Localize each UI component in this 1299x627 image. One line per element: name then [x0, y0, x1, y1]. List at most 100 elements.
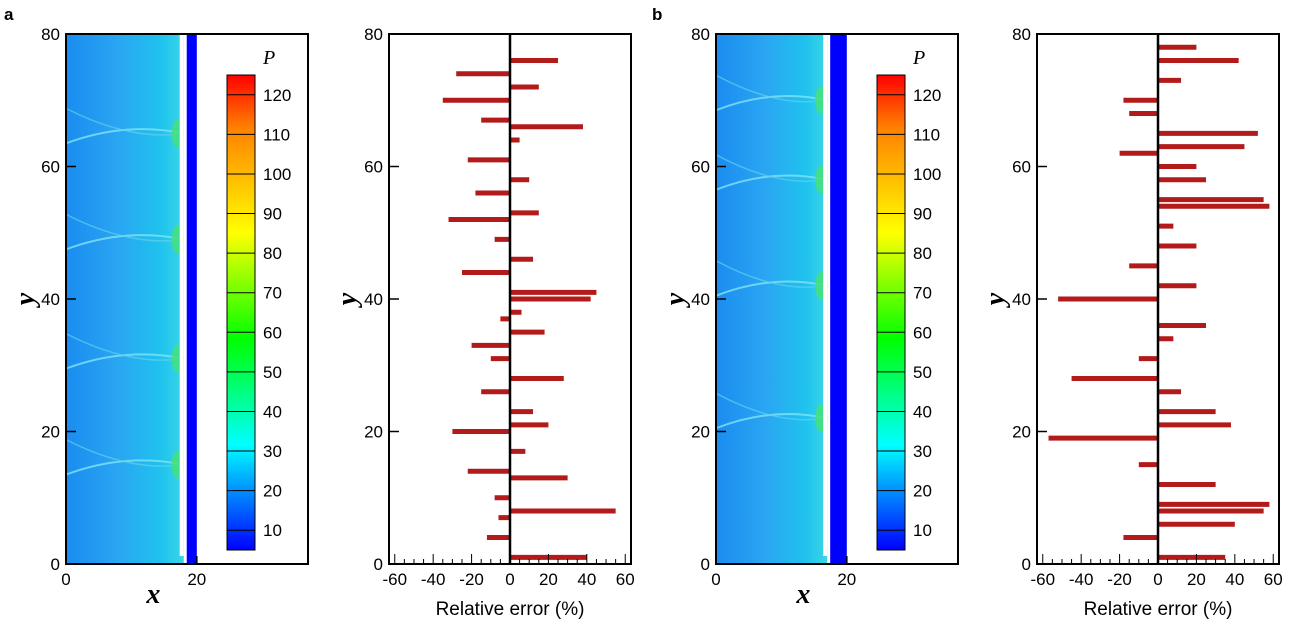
- x-tick-label: 60: [1264, 570, 1283, 589]
- colorbar-tick-label: 10: [913, 521, 932, 540]
- colorbar-tick-label: 100: [913, 165, 941, 184]
- colorbar-tick-label: 100: [263, 165, 291, 184]
- colorbar-title: P: [262, 47, 275, 69]
- error-bar: [510, 177, 530, 183]
- y-tick-label: 40: [1012, 290, 1031, 309]
- colorbar-tick-label: 30: [913, 442, 932, 461]
- error-bar: [510, 210, 539, 216]
- error-bar: [461, 270, 510, 275]
- x-tick-label: 20: [837, 570, 856, 589]
- error-bar: [510, 448, 526, 454]
- error-bar: [1158, 77, 1182, 83]
- colorbar-tick-label: 80: [263, 244, 282, 263]
- error-bar: [498, 515, 510, 521]
- error-bar: [510, 289, 597, 295]
- x-tick-label: 0: [1153, 570, 1162, 589]
- error-bar: [467, 157, 510, 163]
- colorbar-tick-label: 120: [263, 86, 291, 105]
- error-bar: [1158, 223, 1174, 229]
- error-bar: [510, 58, 559, 63]
- y-tick-label: 60: [364, 158, 383, 177]
- colorbar-tick-label: 90: [263, 205, 282, 224]
- panel-a: a P1201101009080706050403020100204060800…: [4, 5, 635, 620]
- shock-front: [179, 32, 184, 556]
- panel-label-b: b: [652, 5, 662, 24]
- error-bar: [1158, 409, 1216, 415]
- y-tick-label: 80: [41, 25, 60, 44]
- x-tick-label: 60: [616, 570, 635, 589]
- y-tick-label: 60: [691, 158, 710, 177]
- x-tick-label: -20: [459, 570, 484, 589]
- colorbar-tick-label: 40: [913, 402, 932, 421]
- error-bar: [1119, 150, 1158, 156]
- error-bar: [1158, 422, 1231, 428]
- y-tick-label: 40: [691, 290, 710, 309]
- error-bar: [442, 97, 510, 103]
- y-tick-label: 80: [691, 25, 710, 44]
- error-profile-plot-b: 0 20 40 60 80 -60 -40 -20 0 20 40 60 Relative error …: [980, 25, 1283, 620]
- error-bar: [1158, 521, 1235, 527]
- error-bar: [510, 475, 568, 481]
- error-bar: [448, 217, 510, 222]
- y-tick-label: 20: [364, 423, 383, 442]
- error-bar: [1158, 389, 1182, 395]
- pressure-field-region: [66, 34, 184, 564]
- error-bar: [1158, 243, 1197, 249]
- error-bar: [494, 236, 510, 242]
- x-axis-label: Relative error (%): [436, 599, 585, 620]
- colorbar-tick-label: 120: [913, 86, 941, 105]
- y-tick-label: 0: [374, 555, 383, 574]
- error-bar: [481, 117, 510, 123]
- error-bar: [1138, 462, 1158, 468]
- error-bar: [1071, 376, 1158, 381]
- y-tick-label: 60: [1012, 158, 1031, 177]
- x-tick-label: -60: [1030, 570, 1055, 589]
- error-bar: [481, 389, 510, 395]
- error-profile-plot-a: 0 20 40 60 80 -60 -40 -20 0 20 40 60 Relative error …: [332, 25, 635, 620]
- error-bar: [471, 342, 510, 348]
- colorbar: [876, 74, 906, 551]
- y-axis-label: y: [660, 292, 691, 308]
- colorbar: [226, 74, 256, 551]
- y-tick-label: 20: [1012, 423, 1031, 442]
- y-tick-label: 80: [364, 25, 383, 44]
- colorbar-tick-label: 20: [263, 482, 282, 501]
- error-bar: [510, 422, 549, 428]
- colorbar-tick-label: 20: [913, 482, 932, 501]
- error-bar: [510, 508, 616, 514]
- error-bar: [510, 84, 539, 90]
- shock-front: [823, 32, 828, 556]
- colorbar-tick-label: 110: [263, 125, 290, 144]
- colorbar-tick-label: 40: [263, 402, 282, 421]
- colorbar-tick-label: 30: [263, 442, 282, 461]
- error-bar: [510, 329, 545, 335]
- x-axis-label: x: [795, 579, 810, 610]
- error-bar: [1158, 130, 1258, 136]
- error-bar: [1158, 336, 1174, 342]
- error-bar: [452, 429, 510, 434]
- error-bar: [510, 409, 534, 415]
- x-tick-label: -40: [1069, 570, 1094, 589]
- x-axis-label: Relative error (%): [1084, 599, 1233, 620]
- colorbar-tick-label: 50: [263, 363, 282, 382]
- error-bar: [510, 296, 591, 302]
- error-bar: [475, 190, 510, 196]
- error-bar: [510, 124, 583, 130]
- y-tick-label: 60: [41, 158, 60, 177]
- y-tick-label: 0: [701, 555, 710, 574]
- colorbar-tick-label: 70: [263, 284, 282, 303]
- colorbar-tick-label: 60: [913, 323, 932, 342]
- error-bar: [1058, 296, 1158, 302]
- y-tick-label: 40: [41, 290, 60, 309]
- y-tick-label: 20: [691, 423, 710, 442]
- y-axis-label: y: [980, 292, 1011, 308]
- x-tick-label: 0: [505, 570, 514, 589]
- error-bar: [1158, 44, 1197, 50]
- error-bar: [510, 137, 520, 143]
- error-bar: [1123, 535, 1158, 540]
- error-bar: [1129, 263, 1158, 269]
- error-bar: [1129, 111, 1158, 116]
- error-bar: [1138, 356, 1158, 362]
- x-tick-label: 20: [539, 570, 558, 589]
